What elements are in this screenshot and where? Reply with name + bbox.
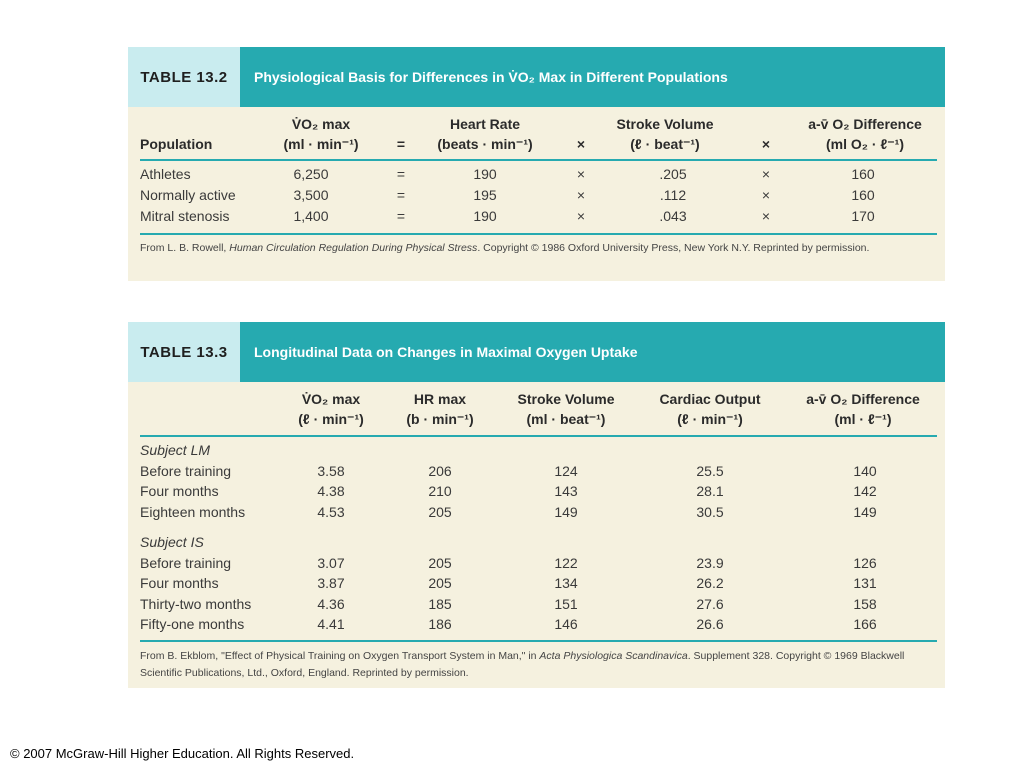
cell-avo2-difference: 160 xyxy=(851,166,875,182)
table-title: Physiological Basis for Differences in V… xyxy=(254,69,728,85)
col-header-cardiac-output: Cardiac Output (ℓ · min⁻¹) xyxy=(659,391,761,427)
copyright-notice: © 2007 McGraw-Hill Higher Education. All… xyxy=(10,746,355,761)
cell-cardiac-output: 26.6 xyxy=(696,616,724,632)
cell-hr-max: 206 xyxy=(428,463,452,479)
times-operator: × xyxy=(761,166,771,182)
cell-cardiac-output: 28.1 xyxy=(696,483,724,499)
cell-vo2max: 4.36 xyxy=(317,596,345,612)
cell-avo2-difference: 166 xyxy=(853,616,877,632)
cell-stroke-volume: 151 xyxy=(554,596,578,612)
cell-avo2-difference: 170 xyxy=(851,208,875,224)
cell-hr-max: 205 xyxy=(428,575,452,591)
subject-group-label: Subject LM xyxy=(140,442,211,458)
col-header-vo2max: V̇O₂ max (ml · min⁻¹) xyxy=(283,116,359,152)
cell-avo2-difference: 149 xyxy=(853,504,877,520)
row-label: Before training xyxy=(140,463,232,479)
row-label: Mitral stenosis xyxy=(140,208,230,224)
cell-vo2max: 4.41 xyxy=(317,616,345,632)
equals-operator: = xyxy=(396,136,406,152)
cell-avo2-difference: 142 xyxy=(853,483,877,499)
col-header-hr-max: HR max (b · min⁻¹) xyxy=(406,391,474,427)
cell-vo2max: 4.38 xyxy=(317,483,345,499)
row-label: Athletes xyxy=(140,166,191,182)
cell-vo2max: 3.07 xyxy=(317,555,345,571)
cell-avo2-difference: 158 xyxy=(853,596,877,612)
cell-vo2max: 3.58 xyxy=(317,463,345,479)
col-header-heart-rate: Heart Rate (beats · min⁻¹) xyxy=(437,116,533,152)
cell-vo2max: 4.53 xyxy=(317,504,345,520)
header-rule xyxy=(140,159,937,161)
times-operator: × xyxy=(761,136,771,152)
cell-stroke-volume: 124 xyxy=(554,463,578,479)
table-13-3: TABLE 13.3 Longitudinal Data on Changes … xyxy=(128,322,945,688)
cell-avo2-difference: 126 xyxy=(853,555,877,571)
subject-group-label: Subject IS xyxy=(140,534,204,550)
times-operator: × xyxy=(761,208,771,224)
cell-stroke-volume: .205 xyxy=(659,166,687,182)
cell-heart-rate: 190 xyxy=(473,208,497,224)
cell-stroke-volume: .112 xyxy=(659,187,687,203)
cell-cardiac-output: 23.9 xyxy=(696,555,724,571)
table-title: Longitudinal Data on Changes in Maximal … xyxy=(254,344,638,360)
cell-cardiac-output: 25.5 xyxy=(696,463,724,479)
equals-operator: = xyxy=(396,187,406,203)
row-label: Four months xyxy=(140,483,219,499)
times-operator: × xyxy=(576,136,586,152)
cell-stroke-volume: 122 xyxy=(554,555,578,571)
row-label: Thirty-two months xyxy=(140,596,252,612)
cell-stroke-volume: 149 xyxy=(554,504,578,520)
times-operator: × xyxy=(576,208,586,224)
footer-rule xyxy=(140,640,937,642)
cell-avo2-difference: 140 xyxy=(853,463,877,479)
cell-stroke-volume: .043 xyxy=(659,208,687,224)
cell-stroke-volume: 143 xyxy=(554,483,578,499)
cell-hr-max: 186 xyxy=(428,616,452,632)
row-label: Four months xyxy=(140,575,219,591)
col-header-avo2-difference: a-v̄ O₂ Difference (ml · ℓ⁻¹) xyxy=(806,391,920,427)
times-operator: × xyxy=(576,166,586,182)
cell-cardiac-output: 27.6 xyxy=(696,596,724,612)
times-operator: × xyxy=(761,187,771,203)
cell-cardiac-output: 30.5 xyxy=(696,504,724,520)
cell-vo2max: 3.87 xyxy=(317,575,345,591)
row-label: Eighteen months xyxy=(140,504,246,520)
table-source-note: From B. Ekblom, "Effect of Physical Trai… xyxy=(140,650,905,679)
table-title-bar: TABLE 13.2 Physiological Basis for Diffe… xyxy=(128,47,945,107)
cell-hr-max: 210 xyxy=(428,483,452,499)
row-label: Before training xyxy=(140,555,232,571)
cell-heart-rate: 190 xyxy=(473,166,497,182)
col-header-stroke-volume: Stroke Volume (ml · beat⁻¹) xyxy=(517,391,615,427)
cell-avo2-difference: 160 xyxy=(851,187,875,203)
cell-hr-max: 205 xyxy=(428,504,452,520)
cell-vo2max: 3,500 xyxy=(293,187,329,203)
table-title-bar: TABLE 13.3 Longitudinal Data on Changes … xyxy=(128,322,945,382)
equals-operator: = xyxy=(396,208,406,224)
cell-vo2max: 1,400 xyxy=(293,208,329,224)
footer-rule xyxy=(140,233,937,235)
cell-stroke-volume: 134 xyxy=(554,575,578,591)
col-header-population: Population xyxy=(140,136,213,152)
cell-hr-max: 185 xyxy=(428,596,452,612)
table-number: TABLE 13.2 xyxy=(128,47,240,107)
cell-vo2max: 6,250 xyxy=(293,166,329,182)
equals-operator: = xyxy=(396,166,406,182)
cell-avo2-difference: 131 xyxy=(853,575,877,591)
table-13-2: TABLE 13.2 Physiological Basis for Diffe… xyxy=(128,47,945,281)
header-rule xyxy=(140,435,937,437)
cell-heart-rate: 195 xyxy=(473,187,497,203)
table-number: TABLE 13.3 xyxy=(128,322,240,382)
row-label: Normally active xyxy=(140,187,236,203)
cell-hr-max: 205 xyxy=(428,555,452,571)
col-header-vo2max: V̇O₂ max (ℓ · min⁻¹) xyxy=(298,391,364,427)
cell-cardiac-output: 26.2 xyxy=(696,575,724,591)
row-label: Fifty-one months xyxy=(140,616,245,632)
times-operator: × xyxy=(576,187,586,203)
table-source-note: From L. B. Rowell, Human Circulation Reg… xyxy=(140,242,870,254)
col-header-avo2-difference: a-v̄ O₂ Difference (ml O₂ · ℓ⁻¹) xyxy=(808,116,922,152)
col-header-stroke-volume: Stroke Volume (ℓ · beat⁻¹) xyxy=(616,116,714,152)
cell-stroke-volume: 146 xyxy=(554,616,578,632)
